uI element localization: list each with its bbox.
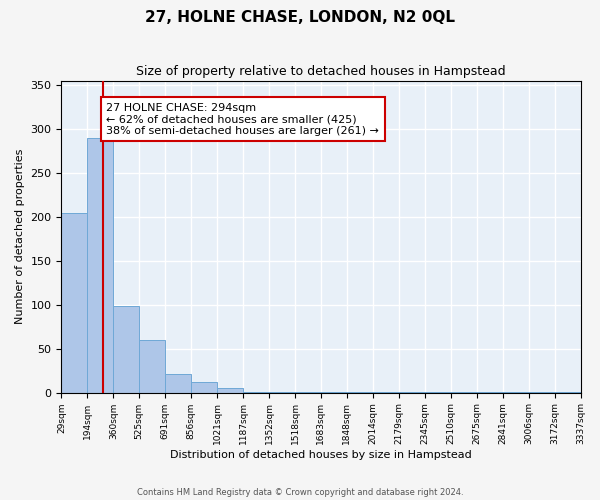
Bar	[165, 374, 191, 392]
Bar	[61, 214, 87, 392]
Text: Contains HM Land Registry data © Crown copyright and database right 2024.: Contains HM Land Registry data © Crown c…	[137, 488, 463, 497]
Bar	[139, 340, 165, 392]
Bar	[87, 138, 113, 392]
Bar	[191, 382, 217, 392]
Text: 27, HOLNE CHASE, LONDON, N2 0QL: 27, HOLNE CHASE, LONDON, N2 0QL	[145, 10, 455, 25]
Title: Size of property relative to detached houses in Hampstead: Size of property relative to detached ho…	[136, 65, 506, 78]
Bar	[113, 306, 139, 392]
Y-axis label: Number of detached properties: Number of detached properties	[15, 149, 25, 324]
Text: 27 HOLNE CHASE: 294sqm
← 62% of detached houses are smaller (425)
38% of semi-de: 27 HOLNE CHASE: 294sqm ← 62% of detached…	[106, 102, 379, 136]
Bar	[217, 388, 243, 392]
X-axis label: Distribution of detached houses by size in Hampstead: Distribution of detached houses by size …	[170, 450, 472, 460]
